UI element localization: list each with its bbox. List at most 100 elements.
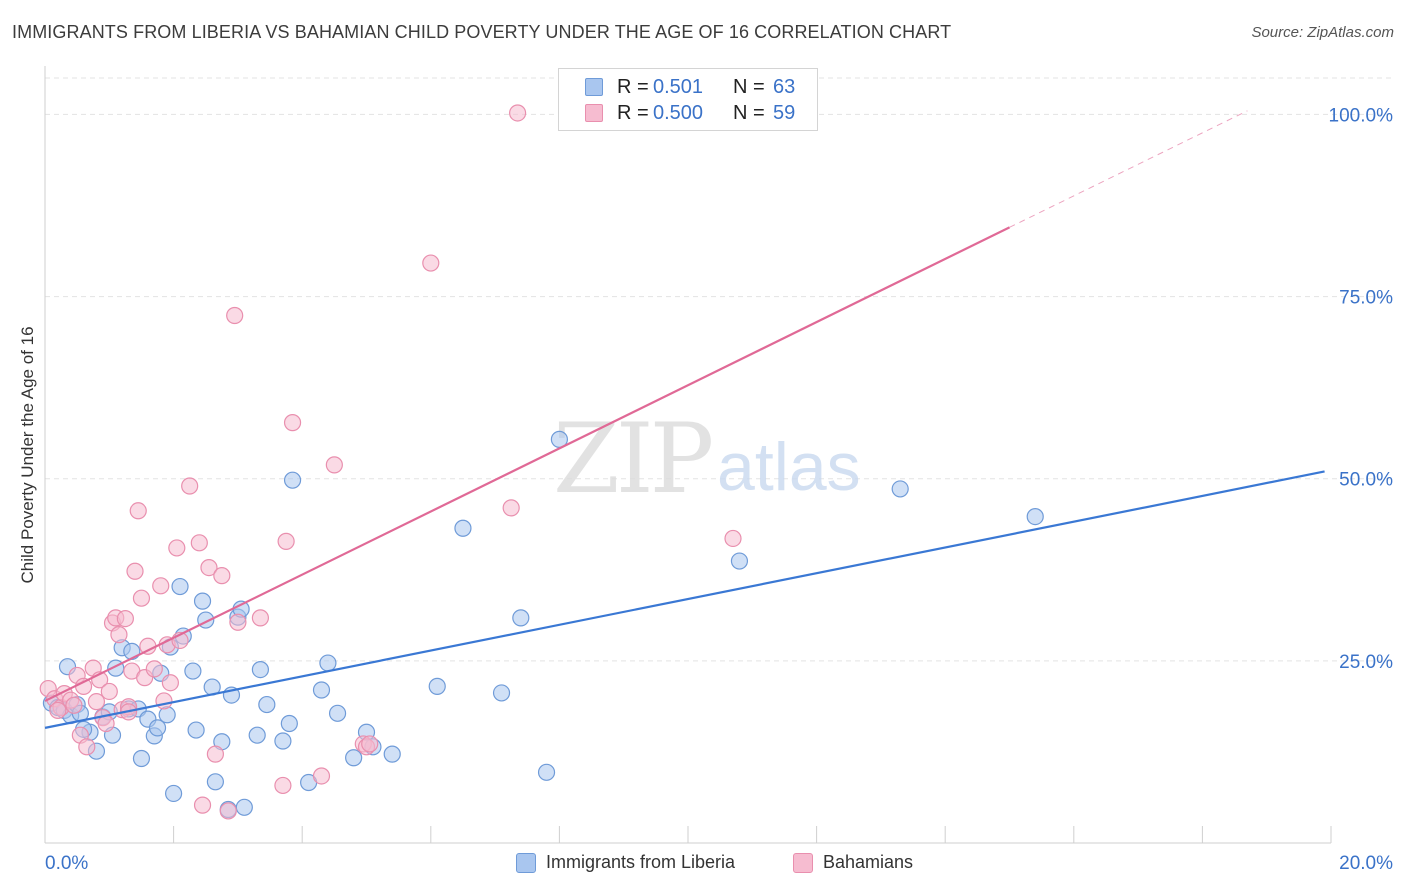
liberia-point [248, 726, 266, 744]
bahamians-point [145, 660, 163, 678]
bahamians-point [168, 539, 186, 557]
bahamians-point [126, 562, 144, 580]
bahamians-point [312, 767, 331, 785]
legend-label-bahamians: Bahamians [823, 852, 914, 872]
liberia-point [512, 609, 530, 627]
liberia-point [283, 471, 302, 489]
liberia-point [891, 480, 909, 498]
bahamians-point [97, 714, 115, 733]
y-tick-label: 50.0% [1339, 470, 1393, 491]
liberia-point [171, 577, 189, 596]
watermark-zip: ZIP [553, 403, 712, 515]
watermark-atlas: atlas [717, 429, 861, 505]
liberia-point [123, 642, 141, 660]
liberia-point [258, 695, 276, 714]
bahamians-point [78, 738, 96, 756]
liberia-point [328, 704, 347, 722]
bahamians-point [213, 567, 231, 585]
r-value: 0.501 [653, 75, 704, 98]
liberia-point [148, 719, 167, 737]
bahamians-legend-swatch [793, 852, 813, 873]
bahamians-point [325, 456, 343, 474]
liberia-swatch [585, 78, 603, 96]
bahamians-point [422, 254, 440, 272]
n-label: N = [733, 101, 765, 124]
liberia-point [428, 677, 446, 695]
liberia-point [206, 773, 224, 791]
liberia-point [537, 763, 556, 781]
liberia-point [345, 749, 363, 767]
stats-row-liberia: R = 0.501 N = 63 [585, 75, 795, 99]
bahamians-point [200, 558, 218, 577]
bahamians-point [139, 637, 157, 655]
liberia-point [187, 721, 205, 739]
bahamians-point [361, 735, 379, 753]
legend-item-liberia[interactable]: Immigrants from Liberia [516, 852, 735, 873]
liberia-point [251, 660, 270, 679]
liberia-point [730, 552, 749, 570]
bahamians-point [206, 745, 224, 763]
bahamians-point [129, 502, 147, 520]
liberia-point [319, 654, 337, 672]
stats-row-bahamians: R = 0.500 N = 59 [585, 101, 795, 125]
bahamians-point [190, 534, 208, 552]
y-tick-label: 75.0% [1339, 288, 1393, 309]
liberia-point [383, 745, 401, 763]
bahamians-point [193, 796, 212, 814]
r-value: 0.500 [653, 101, 704, 124]
bahamians-point [251, 609, 270, 627]
legend-label-liberia: Immigrants from Liberia [546, 852, 736, 872]
n-label: N = [733, 75, 765, 98]
chart-title: IMMIGRANTS FROM LIBERIA VS BAHAMIAN CHIL… [12, 22, 952, 42]
y-tick-label: 25.0% [1339, 652, 1393, 673]
source-credit: Source: ZipAtlas.com [1251, 24, 1394, 41]
series-legend: Immigrants from Liberia Bahamians [0, 852, 1406, 876]
stats-legend: R = 0.501 N = 63 R = 0.500 N = 59 [558, 68, 818, 131]
bahamians-trendline [44, 226, 1010, 702]
liberia-point [235, 798, 253, 816]
liberia-point [165, 784, 183, 803]
bahamians-point [100, 682, 118, 701]
bahamians-point [152, 577, 170, 595]
x-tick-label-min: 0.0% [45, 853, 88, 874]
bahamians-point [74, 677, 93, 695]
bahamians-point [132, 589, 151, 607]
r-label: R = [617, 101, 649, 124]
bahamians-point [65, 696, 83, 714]
n-value: 63 [773, 75, 796, 98]
liberia-point [492, 684, 511, 702]
liberia-point [312, 681, 331, 699]
liberia-point [132, 749, 151, 768]
bahamians-point [277, 532, 295, 550]
y-tick-label: 100.0% [1329, 105, 1394, 126]
bahamians-point [161, 674, 179, 692]
bahamians-point [49, 701, 67, 720]
bahamians-point [155, 692, 173, 710]
bahamians-point [283, 414, 302, 432]
r-label: R = [617, 75, 649, 98]
legend-item-bahamians[interactable]: Bahamians [793, 852, 913, 873]
bahamians-point [110, 626, 128, 644]
bahamians-swatch [585, 104, 603, 122]
bahamians-point [226, 306, 244, 325]
bahamians-trendline-extension [1009, 110, 1248, 228]
bahamians-point [274, 776, 292, 795]
liberia-point [193, 592, 212, 610]
liberia-point [280, 714, 298, 733]
liberia-point [274, 732, 292, 750]
liberia-point [454, 519, 472, 537]
bahamians-point [116, 609, 134, 628]
bahamians-point [724, 529, 742, 548]
n-value: 59 [773, 101, 796, 124]
bahamians-point [181, 477, 199, 495]
x-tick-label-max: 20.0% [1339, 853, 1393, 874]
bahamians-point [509, 104, 527, 122]
bahamians-point [229, 613, 247, 631]
liberia-legend-swatch [516, 852, 536, 873]
liberia-point [1026, 507, 1044, 526]
bahamians-point [219, 802, 237, 820]
liberia-point [184, 662, 202, 680]
bahamians-point [87, 693, 106, 711]
bahamians-point [502, 499, 520, 517]
